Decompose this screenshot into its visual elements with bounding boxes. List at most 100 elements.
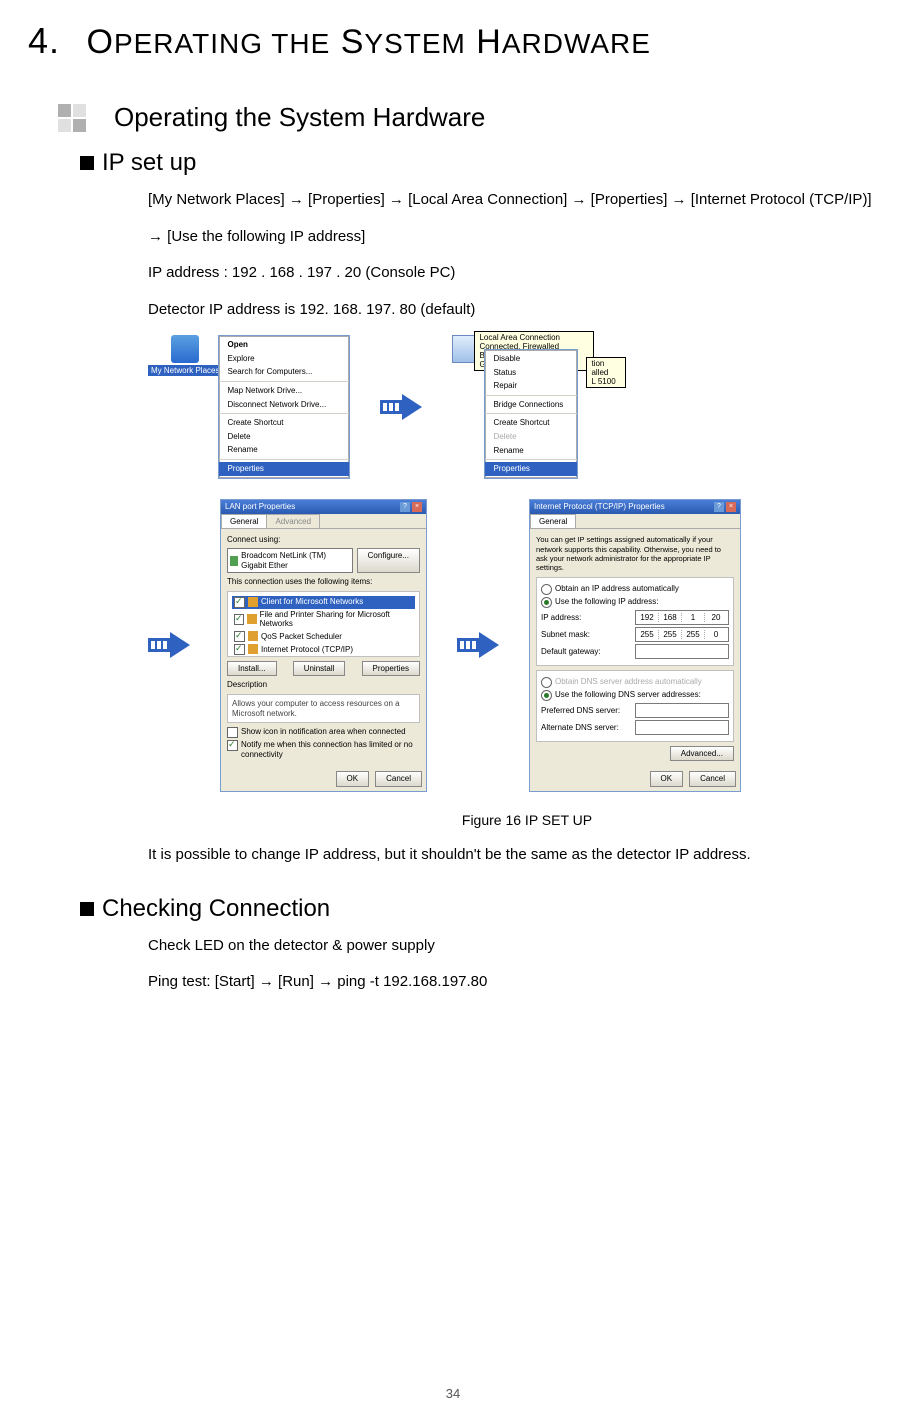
ip-address-field[interactable]: 192168120: [635, 610, 729, 625]
nic-icon: [230, 556, 238, 566]
pdns-field[interactable]: [635, 703, 729, 718]
globe-icon: [171, 335, 199, 363]
ok-button[interactable]: OK: [336, 771, 370, 787]
radio-static-ip[interactable]: Use the following IP address:: [541, 597, 729, 608]
cancel-button[interactable]: Cancel: [375, 771, 422, 787]
tooltip-line: alled: [591, 368, 621, 377]
tooltip-line: tion: [591, 359, 621, 368]
paragraph: Check LED on the detector & power supply: [148, 935, 896, 958]
field-label: Subnet mask:: [541, 630, 629, 640]
help-button[interactable]: ?: [714, 502, 724, 512]
dns-group: Obtain DNS server address automatically …: [536, 670, 734, 742]
gateway-row: Default gateway:: [541, 644, 729, 659]
list-item[interactable]: QoS Packet Scheduler: [232, 630, 415, 643]
radio-auto-dns[interactable]: Obtain DNS server address automatically: [541, 677, 729, 688]
menu-item[interactable]: Rename: [485, 444, 577, 458]
properties-button[interactable]: Properties: [362, 661, 420, 677]
paragraph: It is possible to change IP address, but…: [148, 844, 896, 867]
list-item[interactable]: Client for Microsoft Networks: [232, 596, 415, 609]
net-list: Client for Microsoft NetworksFile and Pr…: [232, 596, 415, 656]
label: Description: [227, 680, 420, 690]
description-box: Allows your computer to access resources…: [227, 694, 420, 723]
tcpip-properties-window[interactable]: Internet Protocol (TCP/IP) Properties ?×…: [529, 499, 741, 792]
component-icon: [248, 631, 258, 641]
adns-field[interactable]: [635, 720, 729, 735]
subsection-checking-connection: Checking Connection: [80, 895, 906, 923]
menu-item[interactable]: Delete: [219, 430, 349, 444]
figure-row-1: My Network Places OpenExploreSearch for …: [148, 335, 906, 479]
ip-address-row: IP address: 192168120: [541, 610, 729, 625]
menu-item[interactable]: Rename: [219, 443, 349, 457]
menu-item[interactable]: Search for Computers...: [219, 365, 349, 379]
ip-setup-body: [My Network Places] → [Properties] → [Lo…: [148, 189, 896, 321]
help-button[interactable]: ?: [400, 502, 410, 512]
menu-item[interactable]: Explore: [219, 352, 349, 366]
menu-item[interactable]: Disconnect Network Drive...: [219, 398, 349, 412]
arrow-icon: [380, 390, 422, 424]
menu-item[interactable]: Open: [219, 338, 349, 352]
tab-general[interactable]: General: [530, 514, 576, 529]
menu-item[interactable]: Map Network Drive...: [219, 384, 349, 398]
checkbox-label: Show icon in notification area when conn…: [241, 727, 406, 737]
paragraph: → [Use the following IP address]: [148, 226, 896, 249]
radio-auto-ip[interactable]: Obtain an IP address automatically: [541, 584, 729, 595]
items-list[interactable]: Client for Microsoft NetworksFile and Pr…: [227, 591, 420, 657]
tab-bar: General Advanced: [221, 514, 426, 530]
context-menu-2[interactable]: DisableStatusRepair Bridge Connections Cre…: [484, 349, 578, 479]
list-item[interactable]: Internet Protocol (TCP/IP): [232, 643, 415, 656]
menu-item[interactable]: Bridge Connections: [485, 398, 577, 412]
window-title: Internet Protocol (TCP/IP) Properties: [534, 502, 665, 512]
radio-static-dns[interactable]: Use the following DNS server addresses:: [541, 690, 729, 701]
menu-list: OpenExploreSearch for Computers... Map Ne…: [219, 336, 349, 477]
button-bar: OK Cancel: [221, 767, 426, 791]
screenshot-1: My Network Places OpenExploreSearch for …: [148, 335, 350, 478]
context-menu-1[interactable]: OpenExploreSearch for Computers... Map Ne…: [218, 335, 350, 478]
menu-item[interactable]: Create Shortcut: [485, 416, 577, 430]
subsection-title: IP set up: [80, 149, 906, 177]
menu-item[interactable]: Create Shortcut: [219, 416, 349, 430]
component-icon: [247, 614, 256, 624]
advanced-button[interactable]: Advanced...: [670, 746, 734, 762]
field-label: Alternate DNS server:: [541, 723, 629, 733]
figure-caption: Figure 16 IP SET UP: [148, 812, 906, 828]
menu-item[interactable]: Properties: [219, 462, 349, 476]
pdns-row: Preferred DNS server:: [541, 703, 729, 718]
menu-item[interactable]: Delete: [485, 430, 577, 444]
menu-item[interactable]: Repair: [485, 379, 577, 393]
menu-item[interactable]: Status: [485, 366, 577, 380]
my-network-places-icon[interactable]: My Network Places: [148, 335, 222, 376]
configure-button[interactable]: Configure...: [357, 548, 420, 573]
screenshot-2: Local Area Connection Connected, Firewal…: [452, 335, 592, 479]
menu-item[interactable]: Disable: [485, 352, 577, 366]
page-root: 4. OPERATING THE SYSTEM HARDWARE Operati…: [0, 0, 906, 1415]
close-icon[interactable]: ×: [726, 502, 736, 512]
gateway-field[interactable]: [635, 644, 729, 659]
tooltip-line: L 5100: [591, 377, 621, 386]
checkbox-label: Notify me when this connection has limit…: [241, 740, 420, 759]
chapter-title: 4. OPERATING THE SYSTEM HARDWARE: [28, 20, 906, 62]
tab-general[interactable]: General: [221, 514, 267, 529]
field-label: Default gateway:: [541, 647, 629, 657]
install-button[interactable]: Install...: [227, 661, 277, 677]
adapter-name: Broadcom NetLink (TM) Gigabit Ether: [241, 551, 350, 570]
close-icon[interactable]: ×: [412, 502, 422, 512]
component-icon: [248, 644, 258, 654]
cancel-button[interactable]: Cancel: [689, 771, 736, 787]
ok-button[interactable]: OK: [650, 771, 684, 787]
window-titlebar: Internet Protocol (TCP/IP) Properties ?×: [530, 500, 740, 514]
uninstall-button[interactable]: Uninstall: [293, 661, 346, 677]
menu-item[interactable]: Properties: [485, 462, 577, 476]
show-icon-checkbox[interactable]: Show icon in notification area when conn…: [227, 727, 420, 738]
tab-advanced[interactable]: Advanced: [266, 514, 320, 529]
component-icon: [248, 597, 258, 607]
adapter-field: Broadcom NetLink (TM) Gigabit Ether: [227, 548, 353, 573]
paragraph: IP address : 192 . 168 . 197 . 20 (Conso…: [148, 262, 896, 285]
subnet-mask-field[interactable]: 2552552550: [635, 627, 729, 642]
notify-checkbox[interactable]: Notify me when this connection has limit…: [227, 740, 420, 759]
figure-area: My Network Places OpenExploreSearch for …: [148, 335, 906, 828]
chapter-heading: OPERATING THE SYSTEM HARDWARE: [86, 23, 650, 61]
list-item[interactable]: File and Printer Sharing for Microsoft N…: [232, 609, 415, 630]
lan-properties-window[interactable]: LAN port Properties ?× General Advanced …: [220, 499, 427, 792]
chapter-number: 4.: [28, 20, 60, 61]
panel: Connect using: Broadcom NetLink (TM) Gig…: [221, 529, 426, 767]
